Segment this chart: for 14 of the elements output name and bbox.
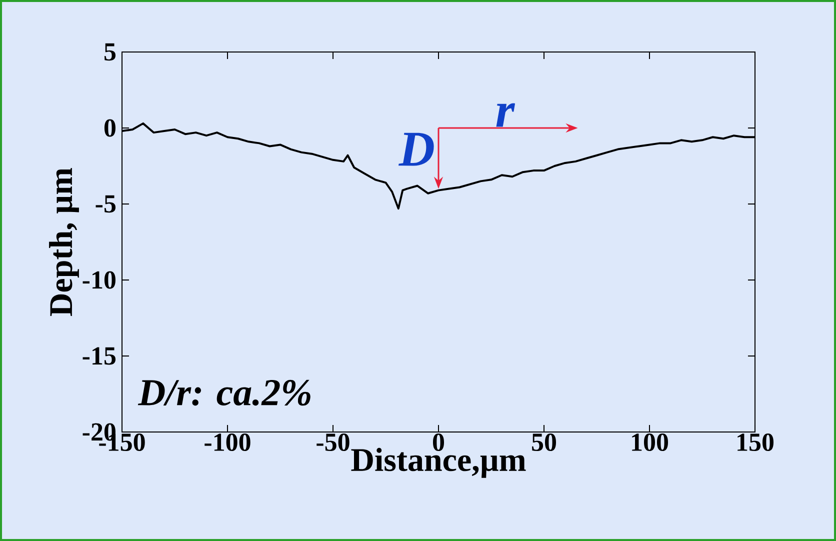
annotation: D <box>398 132 434 166</box>
annotation: r <box>496 103 516 127</box>
x-tick-label: 100 <box>632 434 668 452</box>
x-tick-label: -100 <box>204 434 250 452</box>
x-tick-label: -50 <box>316 434 350 452</box>
annotation: D/r: ca.2% <box>138 380 310 406</box>
y-tick-label: -5 <box>96 195 116 213</box>
y-tick-label: -15 <box>82 347 116 365</box>
x-tick-label: 150 <box>738 434 774 452</box>
y-tick-label: 5 <box>104 43 116 61</box>
y-tick-label: -10 <box>82 271 116 289</box>
y-axis-title: Depth, µm <box>49 168 79 316</box>
y-tick-label: 0 <box>104 119 116 137</box>
x-tick-label: 50 <box>532 434 556 452</box>
